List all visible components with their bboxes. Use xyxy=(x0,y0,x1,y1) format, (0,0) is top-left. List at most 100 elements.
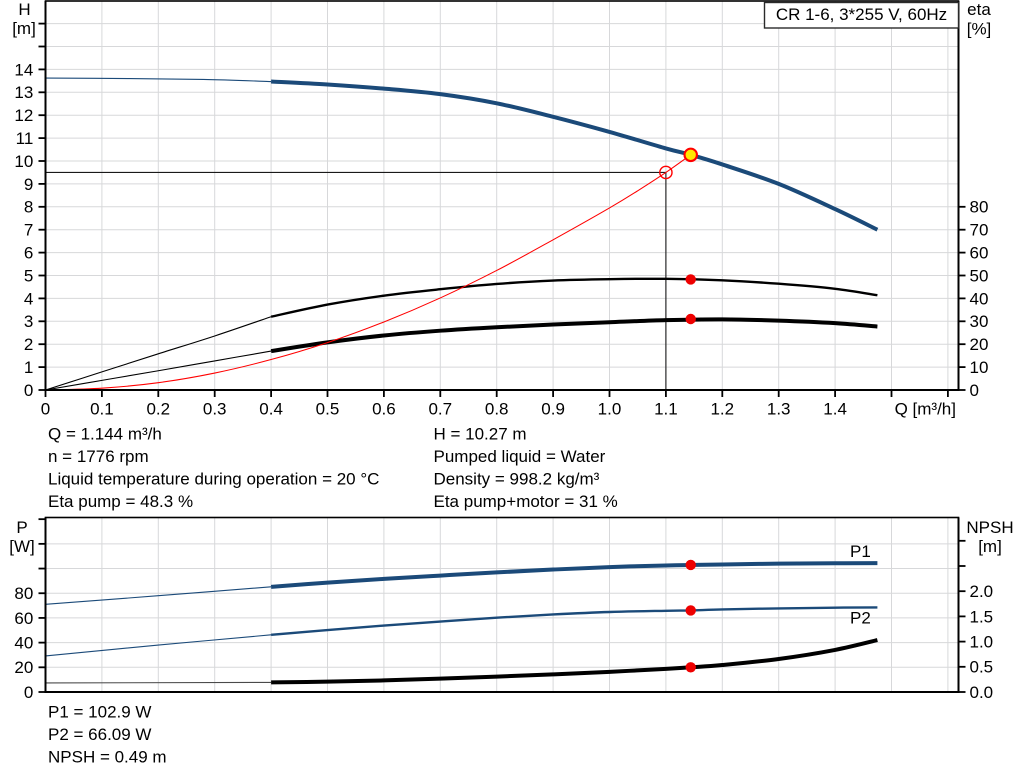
left-tick-label: 4 xyxy=(24,289,33,308)
p1-curve xyxy=(270,561,878,589)
left-tick-label: 0 xyxy=(24,381,33,400)
eta-pump-motor-curve xyxy=(270,317,878,354)
axes-frame xyxy=(44,0,960,693)
rated-duty-reference-lines xyxy=(45,171,667,390)
q-tick-label: 0.7 xyxy=(428,400,452,419)
right-tick-label: 70 xyxy=(970,221,989,240)
info-liquid-temp: Liquid temperature during operation = 20… xyxy=(48,470,379,489)
left-tick-label: 1 xyxy=(24,358,33,377)
npsh-curve xyxy=(271,638,878,685)
left-tick-label: 20 xyxy=(14,658,33,677)
info-density: Density = 998.2 kg/m³ xyxy=(434,470,600,489)
info-pumped-liquid: Pumped liquid = Water xyxy=(434,447,606,466)
q-tick-label: 1.1 xyxy=(654,400,678,419)
eta-pump-lead-in xyxy=(45,316,272,391)
left-tick-label: 7 xyxy=(24,221,33,240)
eta-pump-curve xyxy=(270,277,878,318)
info-eta-pump: Eta pump = 48.3 % xyxy=(48,492,193,511)
left-tick-label: 14 xyxy=(14,60,33,79)
left-tick-label: 6 xyxy=(24,244,33,263)
q-tick-label: 0.4 xyxy=(259,400,283,419)
info-p2: P2 = 66.09 W xyxy=(48,725,151,744)
left-tick-label: 2 xyxy=(24,335,33,354)
p2-curve-label: P2 xyxy=(850,609,871,628)
rated-point-marker xyxy=(659,165,673,180)
p1-curve-label: P1 xyxy=(850,542,871,561)
duty-point-markers xyxy=(659,147,698,673)
q-tick-label: 0 xyxy=(41,400,50,419)
right-tick-label: 0.5 xyxy=(970,658,994,677)
info-p1: P1 = 102.9 W xyxy=(48,703,151,722)
info-eta-pump-motor: Eta pump+motor = 31 % xyxy=(434,492,618,511)
plot-frame xyxy=(44,0,960,391)
q-tick-label: 1.3 xyxy=(767,400,791,419)
q-axis-title: Q [m³/h] xyxy=(895,400,956,419)
right-tick-label: 40 xyxy=(970,289,989,308)
q-tick-label: 0.6 xyxy=(372,400,396,419)
duty-info-block: Q = 1.144 m³/h n = 1776 rpm Liquid tempe… xyxy=(48,425,618,512)
eta-axis-unit: [%] xyxy=(967,20,992,39)
eta-axis-title: eta xyxy=(967,0,991,19)
left-tick-label: 5 xyxy=(24,266,33,285)
chart-title-box-border xyxy=(763,1,960,29)
p-axis-unit: [W] xyxy=(9,537,35,556)
axis-ticks xyxy=(38,22,966,693)
p1-dot xyxy=(685,559,696,571)
npsh-axis-title: NPSH xyxy=(966,518,1013,537)
qh-lead-in xyxy=(45,77,272,83)
left-tick-label: 11 xyxy=(16,129,34,148)
right-tick-label: 0.0 xyxy=(970,683,994,702)
right-tick-label: 1.5 xyxy=(970,607,994,626)
h-axis-unit: [m] xyxy=(12,19,36,38)
npsh-lead-in xyxy=(45,681,272,684)
left-tick-label: 80 xyxy=(14,584,33,603)
left-tick-label: 13 xyxy=(14,83,33,102)
right-tick-label: 80 xyxy=(970,198,989,217)
chart-title: CR 1-6, 3*255 V, 60Hz xyxy=(776,5,947,24)
left-tick-label: 10 xyxy=(14,152,33,171)
right-tick-label: 10 xyxy=(970,358,989,377)
left-tick-label: 60 xyxy=(14,609,33,628)
p-axis-title: P xyxy=(16,518,27,537)
q-tick-label: 0.1 xyxy=(90,400,114,419)
system-curve xyxy=(45,154,692,391)
left-tick-label: 3 xyxy=(24,312,33,331)
npsh-axis-unit: [m] xyxy=(978,537,1002,556)
left-tick-label: 40 xyxy=(14,634,33,653)
q-tick-label: 0.5 xyxy=(316,400,340,419)
p2-lead-in xyxy=(45,634,272,657)
right-tick-label: 20 xyxy=(970,335,989,354)
right-tick-label: 30 xyxy=(970,312,989,331)
p1-lead-in xyxy=(45,586,272,605)
info-npsh: NPSH = 0.49 m xyxy=(48,748,167,767)
curves xyxy=(45,77,879,685)
power-info-block: P1 = 102.9 W P2 = 66.09 W NPSH = 0.49 m xyxy=(48,703,167,767)
duty-point-marker xyxy=(683,147,698,163)
info-q: Q = 1.144 m³/h xyxy=(48,425,162,444)
info-h: H = 10.27 m xyxy=(434,425,527,444)
info-n: n = 1776 rpm xyxy=(48,447,149,466)
eta-pump-dot xyxy=(685,274,696,285)
left-tick-label: 8 xyxy=(24,198,33,217)
qh-curve xyxy=(270,79,879,232)
eta-pump-motor-dot xyxy=(685,313,696,325)
left-tick-label: 12 xyxy=(14,106,33,125)
right-tick-label: 60 xyxy=(970,244,989,263)
q-tick-label: 1.4 xyxy=(823,400,847,419)
h-axis-title: H xyxy=(18,0,30,19)
left-tick-label: 9 xyxy=(24,175,33,194)
left-tick-label: 0 xyxy=(24,683,33,702)
q-tick-label: 1.2 xyxy=(710,400,734,419)
right-tick-label: 2.0 xyxy=(970,582,994,601)
q-tick-label: 1.0 xyxy=(598,400,622,419)
q-tick-label: 0.2 xyxy=(146,400,170,419)
axis-tick-labels: 0 0.1 0.2 0.3 0.4 0.5 0.6 0.7 0.8 0.9 1.0 1.1 1.2 1.3… xyxy=(14,60,993,702)
npsh-dot xyxy=(685,662,696,673)
q-tick-label: 0.9 xyxy=(541,400,565,419)
right-tick-label: 1.0 xyxy=(970,633,994,652)
right-tick-label: 50 xyxy=(970,266,989,285)
q-tick-label: 0.8 xyxy=(485,400,509,419)
right-tick-label: 0 xyxy=(970,381,979,400)
eta-pump-motor-lead-in xyxy=(45,350,272,391)
